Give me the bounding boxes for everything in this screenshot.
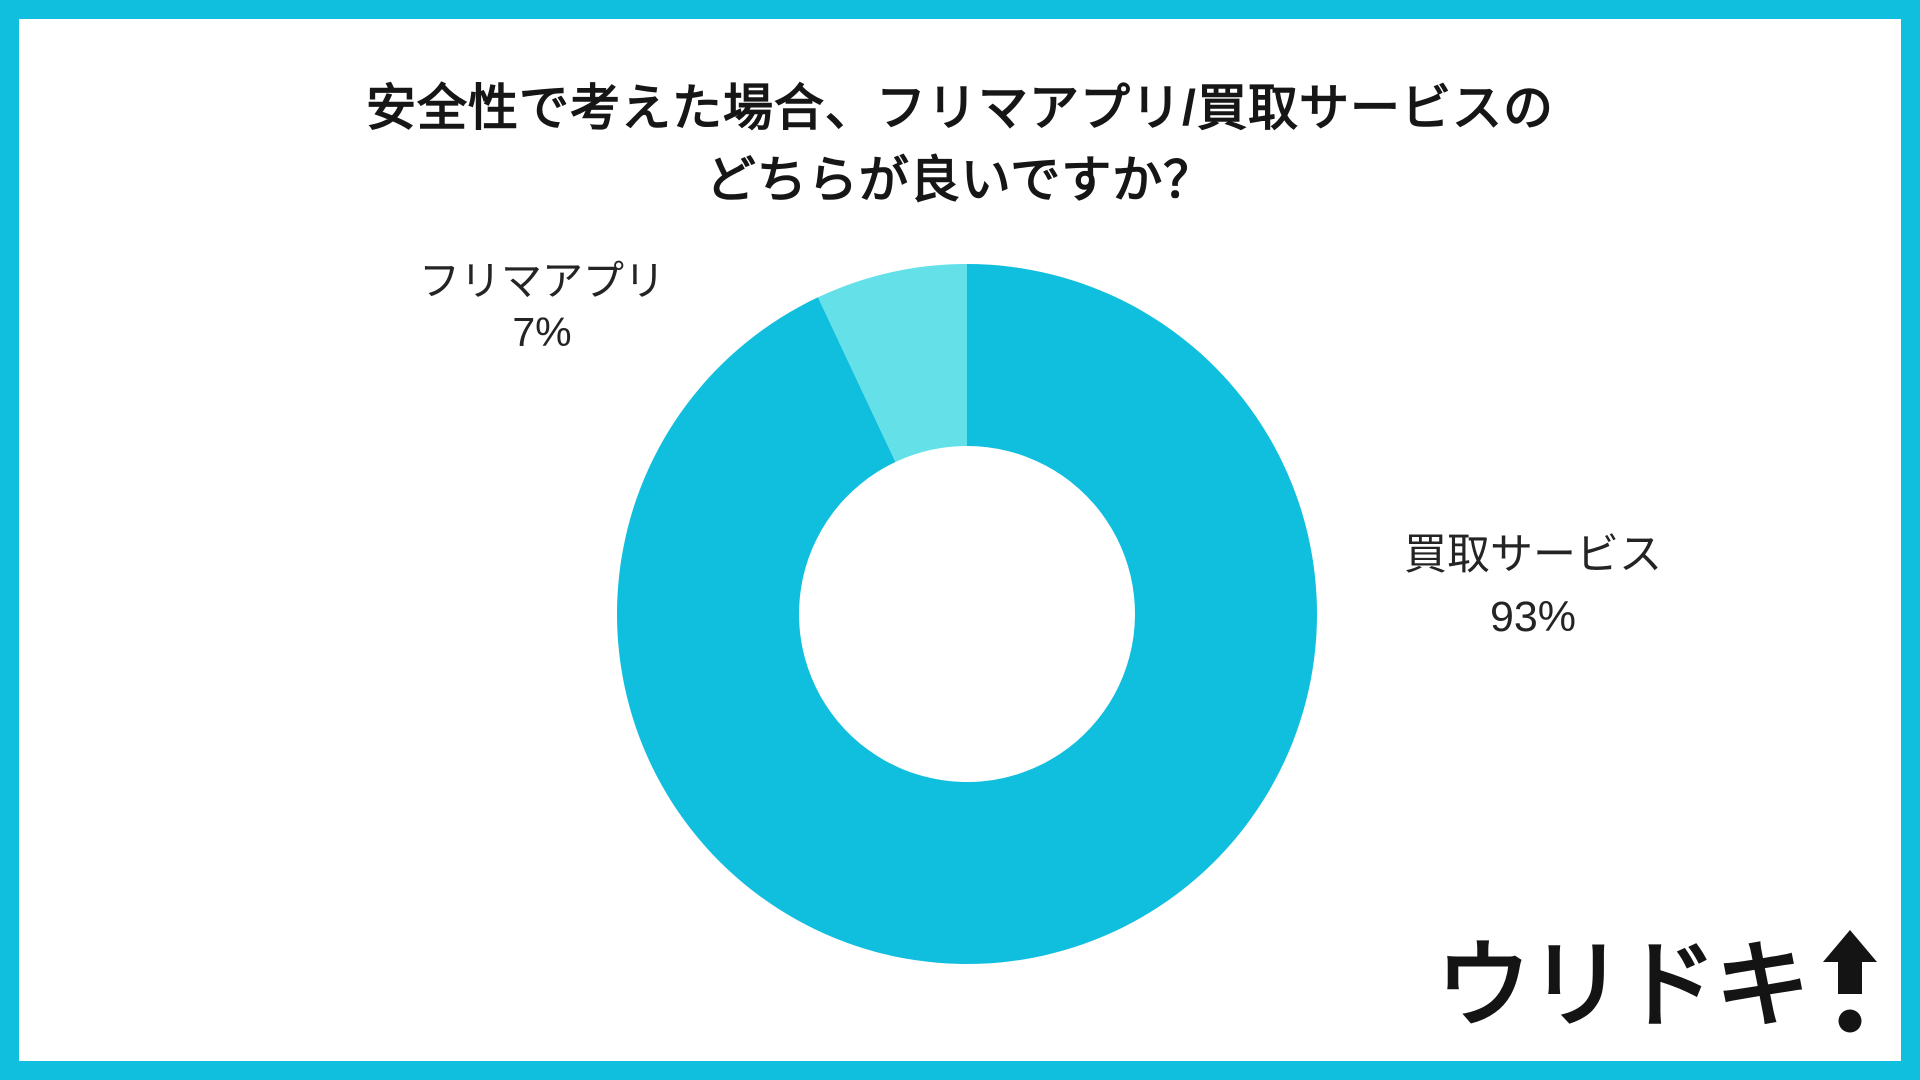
slice-label-kaitori-name: 買取サービス bbox=[1404, 531, 1662, 579]
slice-label-furima-value: 7% bbox=[512, 309, 572, 355]
slice-label-furima-name: フリマアプリ bbox=[419, 258, 665, 304]
donut-segment-0 bbox=[617, 264, 1317, 964]
slice-label-furima: フリマアプリ 7% bbox=[342, 256, 742, 358]
uridoki-logo: ウリドキ bbox=[1435, 930, 1882, 1039]
chart-title-line2: どちらが良いですか？ bbox=[705, 152, 1215, 208]
slice-label-kaitori-value: 93% bbox=[1489, 593, 1577, 641]
donut-chart bbox=[617, 264, 1317, 964]
donut-chart-container bbox=[617, 264, 1317, 964]
uridoki-logo-text: ウリドキ bbox=[1435, 933, 1810, 1039]
chart-title-line1: 安全性で考えた場合、フリマアプリ/買取サービスの bbox=[366, 80, 1554, 136]
slice-label-kaitori: 買取サービス 93% bbox=[1333, 524, 1733, 648]
up-arrow-exclamation-icon bbox=[1823, 930, 1877, 1033]
chart-title: 安全性で考えた場合、フリマアプリ/買取サービスの どちらが良いですか？ bbox=[0, 72, 1920, 216]
donut-segment-1 bbox=[817, 264, 967, 462]
